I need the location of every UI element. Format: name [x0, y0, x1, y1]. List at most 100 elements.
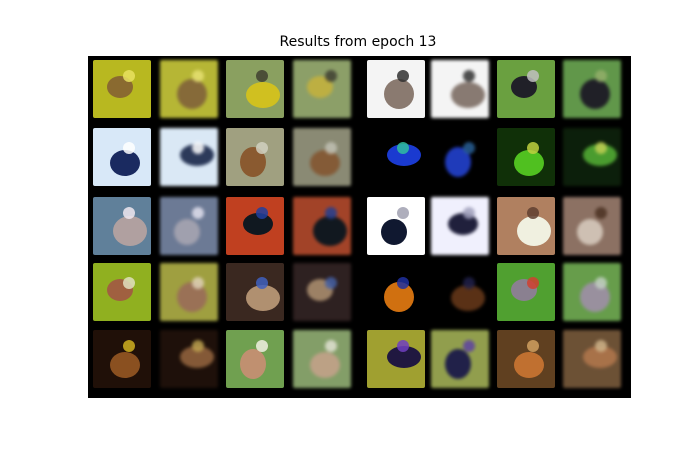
image-detail-shape [463, 142, 475, 154]
reconstructed-image-tile [160, 128, 218, 186]
reconstructed-image-tile [563, 263, 621, 321]
image-detail-shape [595, 142, 607, 154]
original-image-tile [497, 330, 555, 388]
original-image-tile [497, 60, 555, 118]
image-detail-shape [192, 142, 204, 154]
image-detail-shape [527, 70, 539, 82]
original-image-tile [226, 60, 284, 118]
image-subject-shape [110, 352, 140, 378]
image-grid [88, 56, 631, 398]
image-subject-shape [307, 76, 333, 98]
image-subject-shape [240, 349, 266, 379]
image-subject-shape [313, 216, 347, 246]
image-detail-shape [192, 340, 204, 352]
image-detail-shape [123, 142, 135, 154]
image-subject-shape [174, 219, 200, 245]
image-detail-shape [527, 207, 539, 219]
reconstructed-image-tile [431, 263, 489, 321]
original-image-tile [93, 330, 151, 388]
image-detail-shape [325, 70, 337, 82]
original-image-tile [367, 60, 425, 118]
image-subject-shape [110, 150, 140, 176]
image-subject-shape [451, 285, 485, 311]
image-subject-shape [514, 150, 544, 176]
image-detail-shape [527, 142, 539, 154]
image-detail-shape [192, 207, 204, 219]
image-subject-shape [243, 213, 273, 235]
image-subject-shape [577, 219, 603, 245]
image-subject-shape [517, 216, 551, 246]
original-image-tile [226, 263, 284, 321]
reconstructed-image-tile [160, 197, 218, 255]
image-detail-shape [595, 70, 607, 82]
image-detail-shape [463, 207, 475, 219]
image-subject-shape [310, 352, 340, 378]
image-subject-shape [113, 216, 147, 246]
image-detail-shape [192, 70, 204, 82]
image-detail-shape [256, 277, 268, 289]
image-subject-shape [387, 144, 421, 166]
original-image-tile [93, 128, 151, 186]
original-image-tile [367, 197, 425, 255]
image-detail-shape [463, 277, 475, 289]
image-detail-shape [325, 142, 337, 154]
original-image-tile [367, 128, 425, 186]
image-subject-shape [514, 352, 544, 378]
image-subject-shape [246, 82, 280, 108]
image-detail-shape [325, 277, 337, 289]
original-image-tile [497, 128, 555, 186]
original-image-tile [226, 128, 284, 186]
image-detail-shape [256, 142, 268, 154]
image-detail-shape [397, 207, 409, 219]
image-detail-shape [325, 207, 337, 219]
reconstructed-image-tile [160, 263, 218, 321]
reconstructed-image-tile [160, 330, 218, 388]
image-detail-shape [595, 277, 607, 289]
original-image-tile [226, 330, 284, 388]
image-subject-shape [583, 144, 617, 166]
original-image-tile [93, 197, 151, 255]
image-detail-shape [397, 277, 409, 289]
original-image-tile [367, 263, 425, 321]
image-subject-shape [180, 144, 214, 166]
image-detail-shape [595, 340, 607, 352]
original-image-tile [93, 60, 151, 118]
reconstructed-image-tile [293, 128, 351, 186]
original-image-tile [497, 197, 555, 255]
original-image-tile [497, 263, 555, 321]
reconstructed-image-tile [293, 263, 351, 321]
image-subject-shape [180, 346, 214, 368]
original-image-tile [93, 263, 151, 321]
reconstructed-image-tile [431, 330, 489, 388]
image-detail-shape [397, 340, 409, 352]
reconstructed-image-tile [563, 128, 621, 186]
reconstructed-image-tile [431, 128, 489, 186]
image-detail-shape [256, 340, 268, 352]
image-detail-shape [397, 70, 409, 82]
image-detail-shape [463, 340, 475, 352]
image-subject-shape [310, 150, 340, 176]
original-image-tile [226, 197, 284, 255]
reconstructed-image-tile [563, 60, 621, 118]
image-detail-shape [527, 340, 539, 352]
image-detail-shape [256, 70, 268, 82]
image-detail-shape [595, 207, 607, 219]
image-detail-shape [123, 277, 135, 289]
image-detail-shape [325, 340, 337, 352]
image-subject-shape [387, 346, 421, 368]
image-detail-shape [192, 277, 204, 289]
image-detail-shape [123, 340, 135, 352]
image-detail-shape [463, 70, 475, 82]
image-subject-shape [177, 79, 207, 109]
image-subject-shape [381, 219, 407, 245]
image-subject-shape [445, 349, 471, 379]
reconstructed-image-tile [563, 197, 621, 255]
reconstructed-image-tile [293, 197, 351, 255]
image-detail-shape [256, 207, 268, 219]
figure-title: Results from epoch 13 [279, 34, 437, 50]
reconstructed-image-tile [293, 330, 351, 388]
reconstructed-image-tile [293, 60, 351, 118]
image-detail-shape [123, 207, 135, 219]
reconstructed-image-tile [160, 60, 218, 118]
reconstructed-image-tile [431, 60, 489, 118]
